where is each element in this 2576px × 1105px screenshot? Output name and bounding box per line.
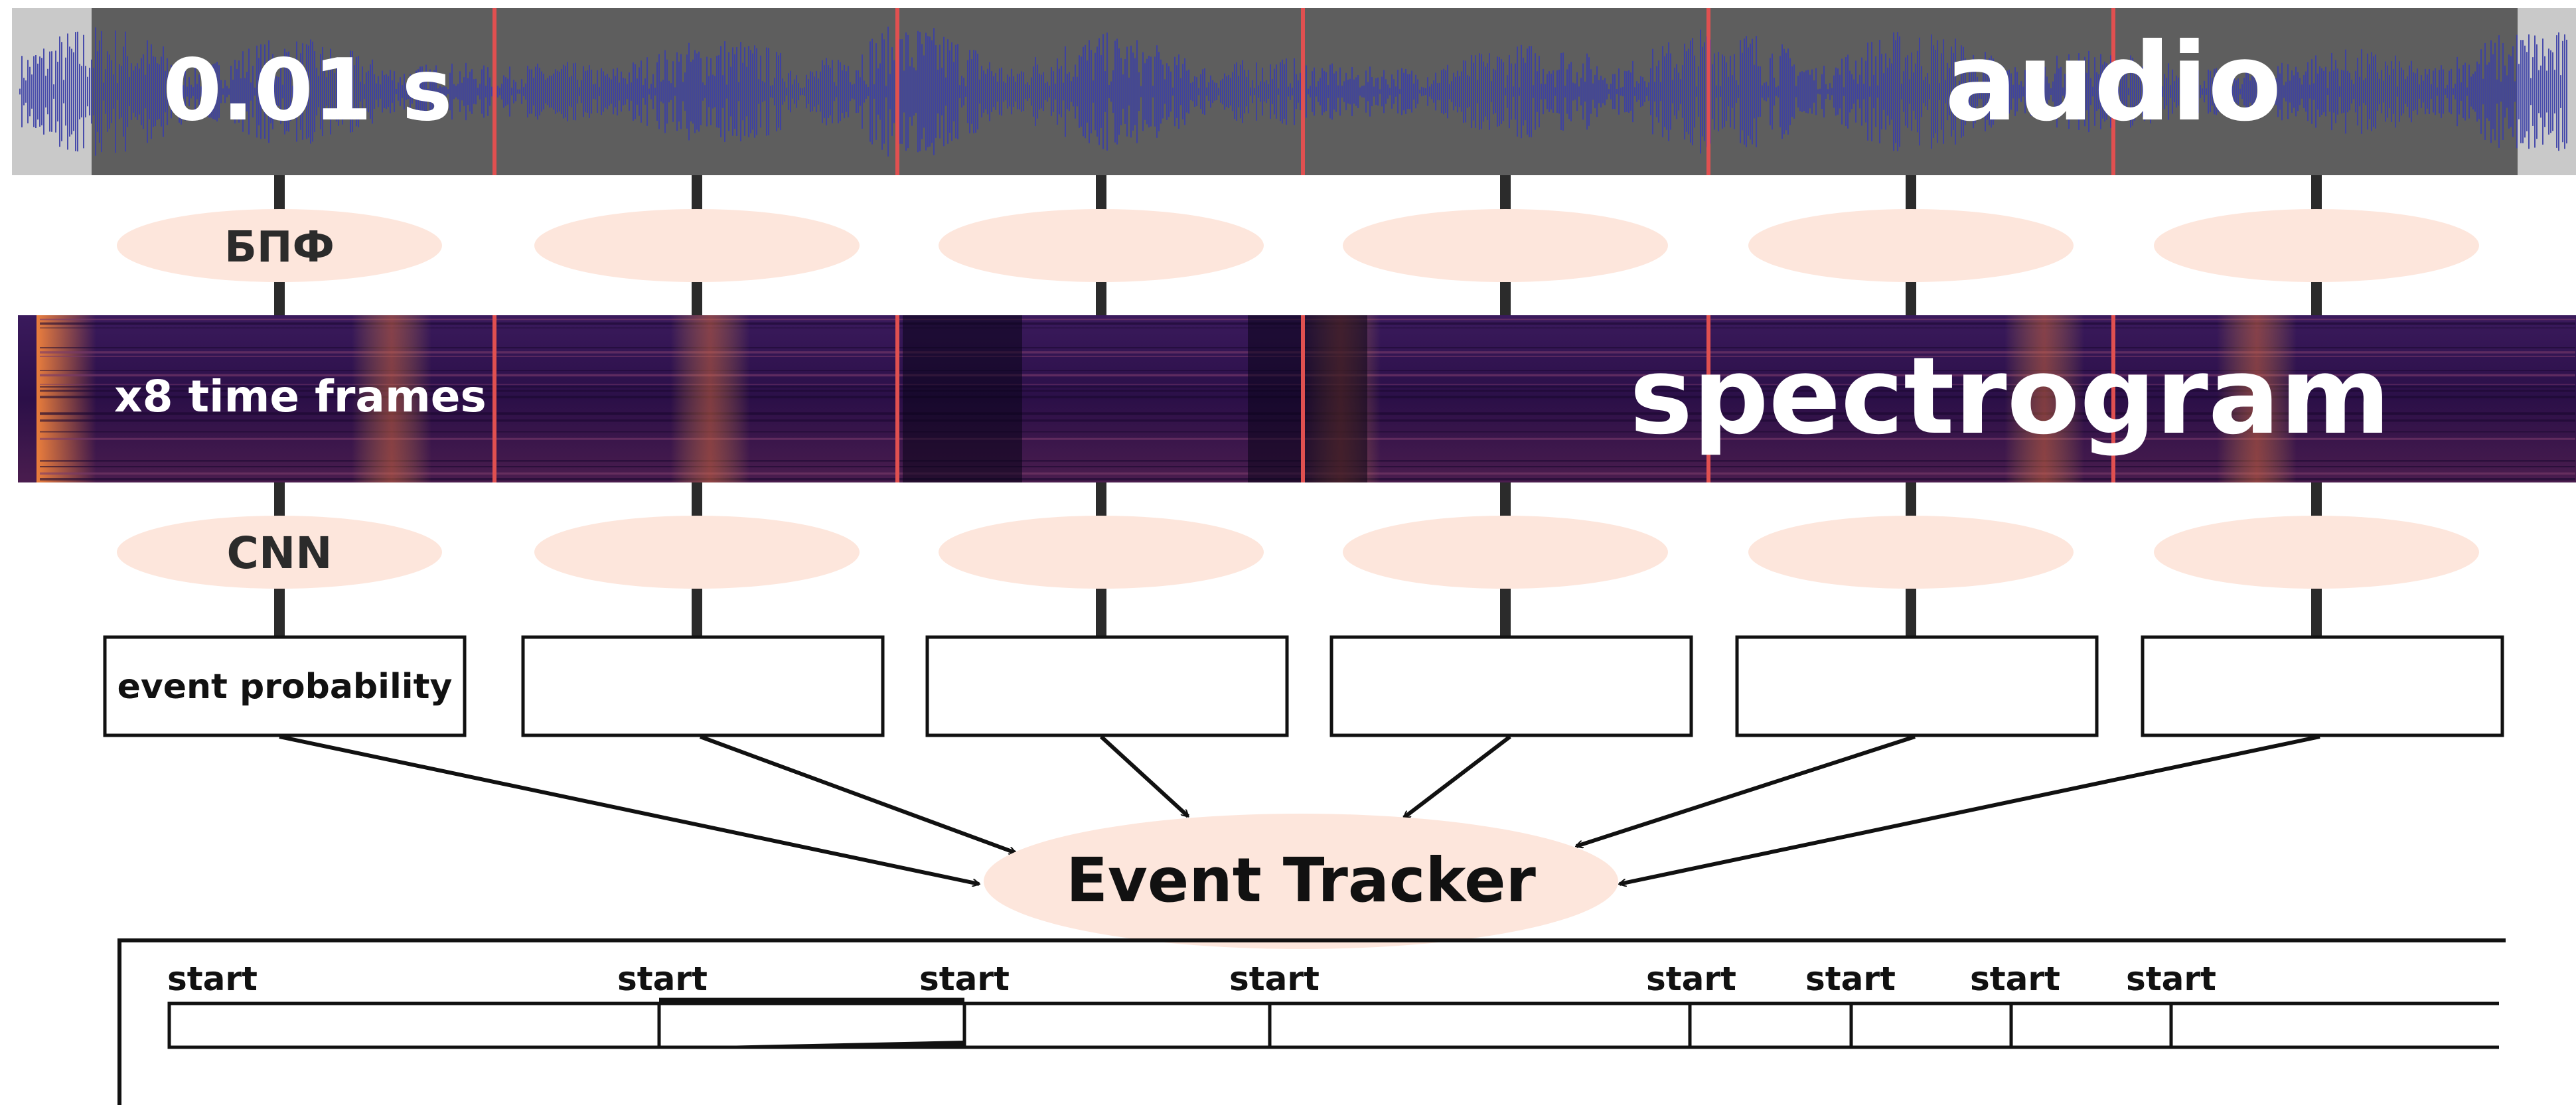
spectrogram-hot-band <box>2005 315 2084 482</box>
arrow-from-col-4 <box>1404 735 1511 820</box>
start-label-8: start <box>2126 960 2216 998</box>
cnn-node-3 <box>939 516 1264 589</box>
cnn-node-2 <box>534 516 860 589</box>
timeline-bar-outline <box>167 1001 2499 1049</box>
timeline: start start start start start start star… <box>117 938 2506 1105</box>
cnn-row <box>117 516 2479 589</box>
audio-title: audio <box>1945 21 2281 145</box>
fft-node-5 <box>1748 209 2074 282</box>
spectrogram-title: spectrogram <box>1629 334 2391 458</box>
audio-frame-dividers <box>492 8 2115 175</box>
arrow-from-col-6 <box>1620 735 2320 884</box>
start-label-5: start <box>1646 960 1736 998</box>
spectrogram-dark-band <box>903 315 1022 482</box>
spectrogram-frame-dividers <box>492 315 2115 482</box>
probability-box-1 <box>103 635 467 737</box>
spectrogram-hot-band <box>352 315 431 482</box>
tracker-arrows <box>279 735 2320 884</box>
arrow-from-col-2 <box>699 735 1016 853</box>
start-label-6: start <box>1805 960 1896 998</box>
probability-box-3 <box>925 635 1289 737</box>
spectrogram-frames-label: x8 time frames <box>114 371 487 422</box>
start-label-4: start <box>1229 960 1320 998</box>
cnn-node-5 <box>1748 516 2074 589</box>
cnn-node-4 <box>1343 516 1668 589</box>
probability-box-6 <box>2141 635 2504 737</box>
timeline-bar <box>167 1001 2499 1049</box>
probability-box-4 <box>1329 635 1693 737</box>
probability-box-5 <box>1735 635 2099 737</box>
probability-box-2 <box>521 635 885 737</box>
cnn-label: CNN <box>227 528 333 579</box>
start-label-2: start <box>617 960 708 998</box>
fft-node-3 <box>939 209 1264 282</box>
fft-row <box>117 209 2479 282</box>
spectrogram-strip: x8 time frames spectrogram <box>18 315 2576 482</box>
probability-label: event probability <box>117 667 453 707</box>
timeline-ramp <box>659 1041 964 1047</box>
audio-waveform <box>19 27 2567 157</box>
arrow-from-col-1 <box>279 735 979 884</box>
audio-strip: 0.01 s audio <box>12 8 2576 175</box>
timeline-start-labels: start start start start start start star… <box>167 960 2216 998</box>
spectrogram-hot-edge <box>37 315 96 482</box>
start-label-3: start <box>919 960 1010 998</box>
cnn-node-1 <box>117 516 442 589</box>
fft-node-1 <box>117 209 442 282</box>
audio-duration-label: 0.01 s <box>163 41 453 140</box>
spectrogram-hot-band <box>670 315 750 482</box>
arrow-from-col-3 <box>1099 735 1188 818</box>
cnn-node-6 <box>2154 516 2479 589</box>
timeline-frame <box>117 938 2506 1105</box>
spectrogram-texture <box>40 315 2575 482</box>
fft-node-4 <box>1343 209 1668 282</box>
fft-node-6 <box>2154 209 2479 282</box>
spectrogram-dark-band <box>1248 315 1367 482</box>
event-tracker-label: Event Tracker <box>1066 845 1536 916</box>
start-label-1: start <box>167 960 258 998</box>
start-label-7: start <box>1970 960 2060 998</box>
spectrogram-hot-band <box>2217 315 2297 482</box>
probability-row <box>103 635 2504 737</box>
fft-label: БПФ <box>224 223 335 272</box>
waveform-path <box>19 27 2567 157</box>
event-tracker-node <box>984 814 1618 949</box>
arrow-from-col-5 <box>1576 735 1916 846</box>
fft-node-2 <box>534 209 860 282</box>
